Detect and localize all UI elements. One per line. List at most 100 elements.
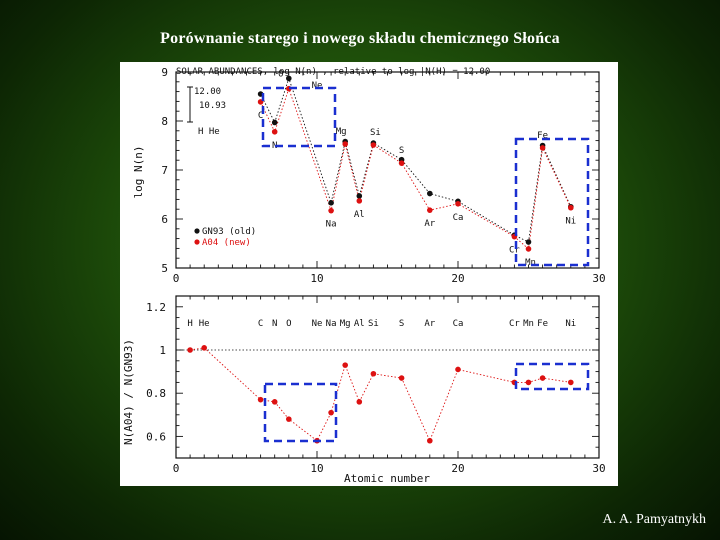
highlight-box-iron-group-bottom [514, 362, 590, 391]
top-element-label: Na [326, 220, 337, 230]
bottom-point [427, 437, 433, 444]
inset-elements-label: H He [198, 127, 220, 137]
top-element-labels: C N O Ne Na Mg Al Si S Ar Ca Cr Mn Fe Ni [258, 70, 576, 268]
legend-new-marker [194, 239, 200, 245]
top-point-old [525, 239, 532, 245]
bottom-point [201, 345, 207, 351]
top-y-tick-label: 5 [161, 262, 168, 275]
legend-old-marker [194, 228, 200, 234]
top-point-new [427, 207, 433, 213]
top-point-old [328, 200, 334, 206]
top-x-tick-label: 10 [310, 272, 323, 285]
bottom-point [455, 366, 461, 373]
top-element-label: Ar [424, 219, 435, 229]
top-x-tick-label: 20 [451, 272, 464, 285]
bottom-y-tick-label: 1.2 [146, 301, 166, 314]
bottom-y-tick-label: 0.6 [146, 430, 166, 443]
bottom-element-label: Ar [424, 319, 435, 329]
top-element-label: Fe [537, 131, 548, 141]
top-point-new [356, 198, 363, 204]
abundance-chart-svg: SOLAR ABUNDANCES, log N(n) , relative to… [122, 66, 606, 485]
bottom-y-tick-label: 1 [159, 344, 166, 357]
legend-old-label: GN93 (old) [202, 227, 256, 237]
bottom-element-label: Ca [453, 319, 464, 329]
bottom-y-tick-labels: 0.6 0.8 1 1.2 [146, 301, 166, 444]
abundance-figure: SOLAR ABUNDANCES, log N(n) , relative to… [120, 62, 618, 486]
bottom-series-points [187, 345, 574, 444]
bottom-point [370, 370, 377, 377]
top-element-label: Ca [453, 213, 464, 223]
top-x-tick-label: 0 [173, 272, 180, 285]
bottom-element-labels: H He C N O Ne Na Mg Al Si S Ar Ca Cr Mn Fe Ni [187, 319, 576, 329]
bottom-series-line [190, 347, 571, 442]
bottom-x-tick-label: 20 [451, 462, 464, 475]
bottom-element-label: C [258, 319, 263, 329]
top-element-label: Si [370, 128, 381, 138]
bottom-point [257, 396, 264, 403]
top-point-new [539, 145, 546, 151]
top-series-line-new [260, 87, 572, 250]
top-y-tick-label: 7 [161, 164, 168, 177]
top-element-label: Mg [336, 127, 347, 137]
bottom-element-label: H [187, 319, 192, 329]
top-element-label: C [258, 111, 263, 121]
bottom-element-label: S [399, 319, 404, 329]
bottom-element-label: O [286, 319, 291, 329]
top-point-new [342, 141, 348, 147]
top-y-tick-label: 6 [161, 213, 168, 226]
bottom-x-tick-label: 10 [310, 462, 323, 475]
bottom-x-tick-label: 0 [173, 462, 180, 475]
bottom-element-label: Mg [340, 319, 351, 329]
legend-new-label: A04 (new) [202, 238, 251, 248]
top-series-line-old [260, 76, 572, 243]
bottom-element-label: Ne [312, 319, 323, 329]
top-element-label: Ne [312, 81, 323, 91]
bottom-y-axis-label: N(A04) / N(GN93) [122, 339, 135, 445]
top-y-tick-label: 8 [161, 115, 168, 128]
top-element-label: Cr [509, 246, 520, 256]
bottom-point [525, 379, 532, 386]
bottom-x-tick-label: 30 [592, 462, 605, 475]
x-axis-label: Atomic number [344, 472, 430, 485]
top-point-old [427, 190, 433, 197]
bottom-element-label: He [199, 319, 210, 329]
bottom-point [187, 347, 193, 353]
bottom-series-polyline [190, 347, 571, 442]
highlight-box-iron-group-top [514, 137, 590, 267]
bottom-point [328, 409, 334, 416]
inset-top-label: 12.00 [194, 87, 221, 97]
top-y-axis-label: log N(n) [132, 146, 145, 199]
slide-title: Porównanie starego i nowego składu chemi… [160, 30, 560, 47]
highlight-box-cno-bottom [263, 382, 338, 443]
top-element-label: N [272, 141, 277, 151]
bottom-element-label: Na [326, 319, 337, 329]
top-point-new [568, 204, 574, 211]
top-x-tick-label: 30 [592, 272, 605, 285]
bottom-element-label: Si [368, 319, 379, 329]
top-point-old [286, 75, 292, 82]
bottom-x-tick-labels: 0 10 20 30 [173, 462, 606, 475]
bottom-element-label: N [272, 319, 277, 329]
top-point-new [398, 160, 405, 166]
top-point-old [271, 119, 278, 126]
top-panel-title: SOLAR ABUNDANCES, log N(n) , relative to… [176, 67, 490, 77]
top-element-label: Al [354, 210, 365, 220]
top-y-tick-labels: 5 6 7 8 9 [161, 66, 168, 275]
top-element-label: O [278, 70, 283, 80]
author-credit: A. A. Pamyatnykh [602, 512, 706, 527]
bottom-point [539, 375, 546, 381]
bottom-point [568, 379, 574, 386]
bottom-point [398, 375, 405, 381]
top-legend: GN93 (old) A04 (new) [194, 227, 256, 248]
bottom-point [271, 399, 278, 405]
top-point-new [271, 128, 278, 135]
top-element-label: Mn [525, 258, 536, 268]
top-panel: SOLAR ABUNDANCES, log N(n) , relative to… [132, 66, 606, 285]
top-point-new [328, 207, 334, 214]
top-series-points [257, 75, 574, 252]
top-point-old [356, 193, 363, 199]
top-point-new [455, 201, 461, 207]
top-series-lines [260, 76, 572, 250]
top-element-label: Ni [565, 217, 576, 227]
top-point-new [370, 142, 377, 148]
